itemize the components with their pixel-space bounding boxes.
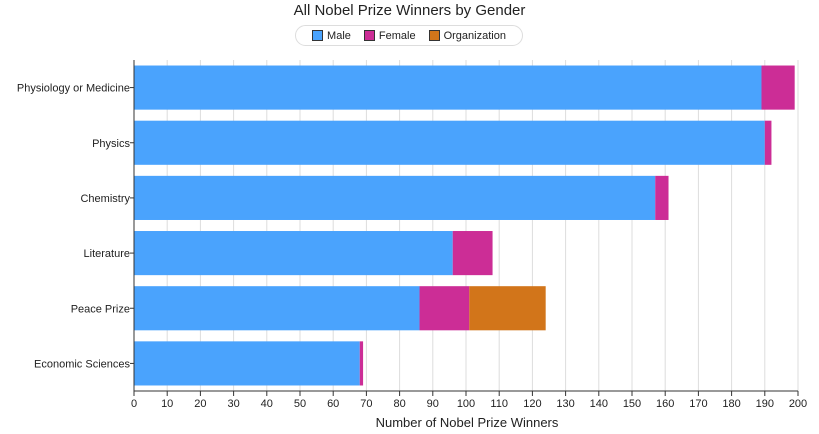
- legend-label-organization: Organization: [443, 29, 506, 42]
- x-tick-label: 20: [194, 398, 206, 410]
- x-tick-label: 150: [623, 398, 641, 410]
- y-tick-label: Economic Sciences: [34, 358, 130, 370]
- y-tick-label: Literature: [84, 248, 130, 260]
- bar-male[interactable]: [134, 231, 453, 276]
- bar-female[interactable]: [452, 231, 493, 276]
- bar-female[interactable]: [764, 120, 772, 165]
- legend-swatch-organization: [428, 30, 440, 41]
- x-tick-label: 110: [490, 398, 508, 410]
- x-tick-label: 180: [722, 398, 740, 410]
- bar-female[interactable]: [359, 341, 364, 386]
- legend-label-female: Female: [378, 29, 416, 42]
- y-tick-label: Physiology or Medicine: [17, 83, 130, 95]
- legend-item-organization[interactable]: Organization: [428, 29, 506, 42]
- x-tick-label: 200: [789, 398, 807, 410]
- grid-lines: [166, 60, 799, 391]
- legend-label-male: Male: [327, 29, 351, 42]
- bar-male[interactable]: [134, 120, 765, 165]
- x-tick-label: 80: [393, 398, 405, 410]
- legend-swatch-female: [363, 30, 375, 41]
- x-tick-label: 140: [590, 398, 608, 410]
- x-tick-label: 170: [689, 398, 707, 410]
- chart-title: All Nobel Prize Winners by Gender: [293, 2, 526, 19]
- bar-male[interactable]: [134, 175, 656, 220]
- x-tick-label: 190: [756, 398, 774, 410]
- x-tick-label: 160: [656, 398, 674, 410]
- bar-female[interactable]: [761, 65, 795, 110]
- y-tick-label: Physics: [92, 138, 130, 150]
- bar-female[interactable]: [655, 175, 669, 220]
- x-tick-label: 130: [556, 398, 574, 410]
- x-tick-label: 30: [227, 398, 239, 410]
- x-tick-label: 50: [294, 398, 306, 410]
- x-tick-label: 90: [427, 398, 439, 410]
- x-tick-label: 120: [523, 398, 541, 410]
- bar-male[interactable]: [134, 65, 762, 110]
- x-tick-label: 70: [360, 398, 372, 410]
- x-tick-label: 40: [261, 398, 273, 410]
- axes: 0 10 20 30 40 50 60 70 80 90 100 110 120 130 140 150 160…: [17, 60, 807, 410]
- bar-organization[interactable]: [469, 286, 546, 331]
- x-axis-title: Number of Nobel Prize Winners: [376, 415, 559, 430]
- y-tick-label: Chemistry: [80, 193, 130, 205]
- x-tick-label: 10: [161, 398, 173, 410]
- x-tick-label: 60: [327, 398, 339, 410]
- bars: [134, 65, 795, 386]
- bar-male[interactable]: [134, 341, 360, 386]
- legend-item-male[interactable]: Male: [312, 30, 351, 42]
- x-tick-label: 100: [457, 398, 475, 410]
- bar-male[interactable]: [134, 286, 420, 331]
- x-tick-label: 0: [131, 398, 137, 410]
- y-tick-label: Peace Prize: [71, 303, 130, 315]
- bar-female[interactable]: [419, 286, 470, 331]
- legend: Male Female Organization: [295, 25, 523, 46]
- legend-swatch-male: [312, 30, 324, 41]
- legend-item-female[interactable]: Female: [363, 29, 416, 42]
